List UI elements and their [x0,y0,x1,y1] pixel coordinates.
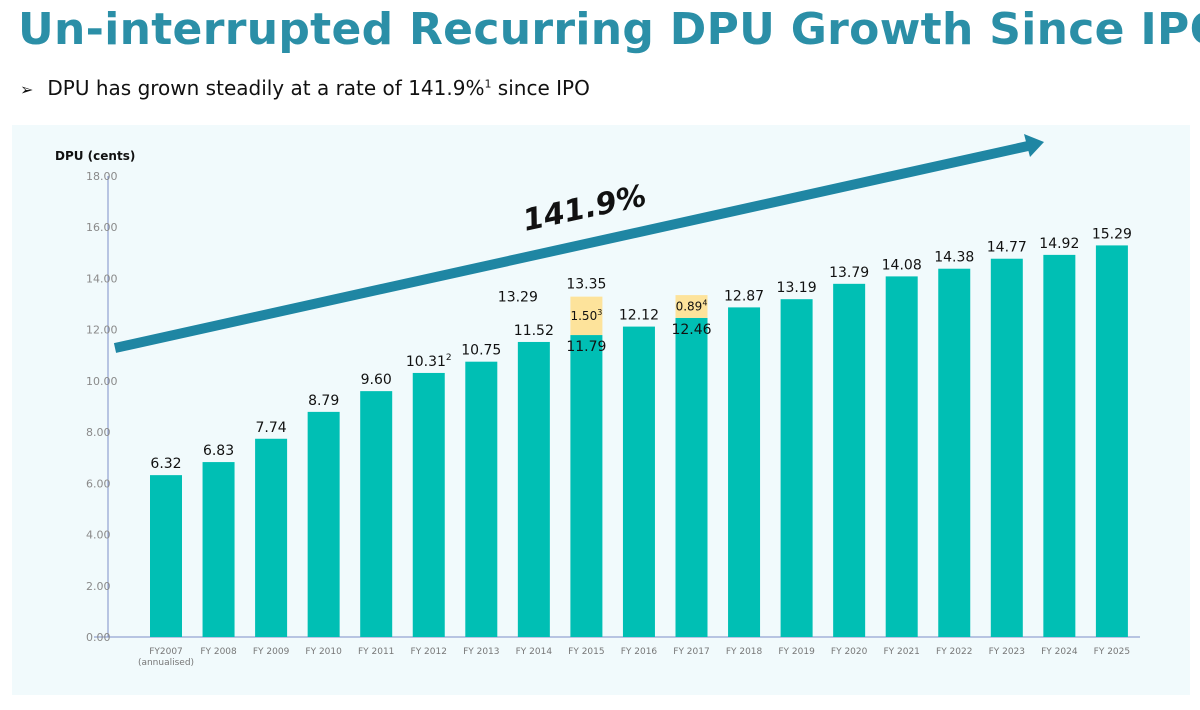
bar-fy2016 [622,326,655,637]
x-tick-label: FY 2018 [726,647,763,657]
x-tick-sublabel: (annualised) [138,658,194,668]
bar-fy2009 [255,438,288,637]
bar-fy2017 [675,317,708,637]
bar-value-label: 14.77 [987,240,1027,256]
bar-fy2023 [990,258,1023,637]
y-axis-title: DPU (cents) [55,149,135,163]
bar-fy2010 [307,411,340,637]
y-tick-label: 14.00 [86,272,118,285]
addon-value-label: 1.503 [570,308,602,323]
bar-fy2007 [150,475,182,637]
bar-fy2014 [517,341,550,637]
bullet-footnote: 1 [484,77,492,91]
x-tick-label: FY 2010 [305,647,342,657]
bar-value-label: 14.38 [934,250,974,266]
bar-addon-fy2015 [570,296,603,336]
bullet-point: ➢ DPU has grown steadily at a rate of 141… [20,76,590,100]
x-tick-label: FY 2015 [568,647,604,657]
bar-value-label: 13.19 [777,280,817,296]
addon-value-label: 0.894 [676,298,708,313]
bar-fy2018 [728,307,761,637]
total-value-label: 13.35 [566,277,606,293]
bar-addon-fy2017 [675,295,708,318]
y-tick-label: 8.00 [86,426,111,439]
arrowhead-bullet-icon: ➢ [20,80,34,99]
y-tick-label: 18.00 [86,170,118,183]
bar-fy2024 [1043,254,1076,638]
bar-value-label: 12.87 [724,288,764,304]
x-tick-label: FY 2008 [200,647,237,657]
bar-value-label: 6.32 [150,456,181,472]
floating-value-label: 13.29 [498,290,538,306]
bar-fy2008 [202,462,235,637]
bar-value-label: 10.312 [406,353,452,370]
bar-fy2019 [780,299,813,637]
bar-fy2025 [1095,245,1128,637]
y-tick-label: 12.00 [86,324,118,337]
bar-value-label: 15.29 [1092,226,1132,242]
bar-fy2021 [885,276,918,637]
y-tick-label: 0.00 [86,631,111,644]
x-tick-label: FY 2013 [463,647,499,657]
y-tick-label: 2.00 [86,580,111,593]
x-tick-label: FY 2019 [778,647,815,657]
bar-fy2015 [570,335,603,637]
bar-value-label: 8.79 [308,393,339,409]
bar-fy2020 [833,283,866,637]
x-tick-label: FY 2024 [1041,647,1078,657]
bar-fy2011 [360,391,393,637]
x-tick-label: FY 2014 [516,647,553,657]
bar-value-label: 14.92 [1039,236,1079,252]
bar-value-label: 9.60 [361,372,392,388]
bar-fy2013 [465,361,498,637]
x-tick-label: FY 2020 [831,647,868,657]
bar-value-label: 6.83 [203,443,234,459]
page-title: Un-interrupted Recurring DPU Growth Sinc… [18,4,1200,55]
bar-fy2022 [938,268,971,637]
x-tick-label: FY2007 [149,647,183,657]
x-tick-label: FY 2012 [411,647,447,657]
x-tick-label: FY 2025 [1094,647,1130,657]
x-tick-label: FY 2011 [358,647,394,657]
growth-arrow-icon [113,141,1030,353]
bar-value-label: 10.75 [461,343,501,359]
bar-fy2012 [412,372,445,637]
bar-value-label: 13.79 [829,265,869,281]
x-tick-label: FY 2022 [936,647,972,657]
bullet-text: DPU has grown steadily at a rate of 141.… [47,76,485,100]
bullet-text-tail: since IPO [491,76,590,100]
x-tick-label: FY 2021 [883,647,919,657]
bar-value-label: 11.52 [514,323,554,339]
bar-value-label: 11.79 [566,339,606,355]
y-tick-label: 10.00 [86,375,118,388]
x-tick-label: FY 2023 [989,647,1025,657]
y-tick-label: 16.00 [86,221,118,234]
x-tick-label: FY 2017 [673,647,709,657]
bar-value-label: 12.12 [619,308,659,324]
x-tick-label: FY 2009 [253,647,290,657]
growth-arrowhead-icon [1024,134,1044,157]
bar-value-label: 7.74 [256,420,287,436]
bar-value-label: 12.46 [671,322,711,338]
x-tick-label: FY 2016 [621,647,658,657]
y-tick-label: 6.00 [86,477,111,490]
bar-value-label: 14.08 [882,257,922,273]
y-tick-label: 4.00 [86,529,111,542]
